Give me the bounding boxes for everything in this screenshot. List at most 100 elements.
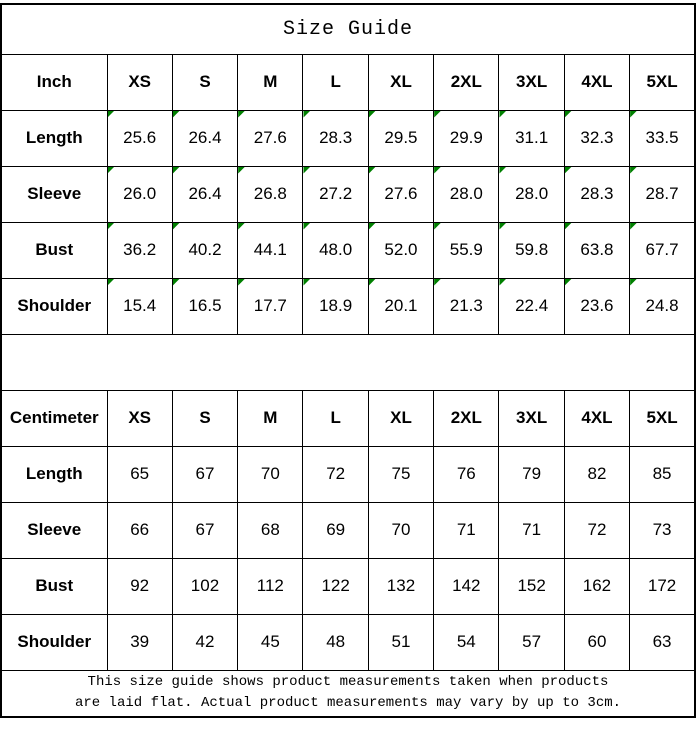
text-number-marker-icon	[565, 111, 572, 118]
size-header-xs: XS	[106, 389, 173, 447]
size-header-l: L	[302, 389, 369, 447]
text-number-marker-icon	[434, 223, 442, 230]
size-header-2xl: 2XL	[433, 53, 500, 111]
cell-value: 24.8	[645, 296, 679, 315]
cell-value: 23.6	[580, 296, 614, 315]
measurement-cell: 162	[563, 557, 631, 615]
footer-note: This size guide shows product measuremen…	[0, 669, 696, 718]
text-number-marker-icon	[630, 279, 638, 286]
size-header-3xl: 3XL	[498, 53, 565, 111]
measurement-cell: 172	[629, 557, 696, 615]
measurement-cell: 92	[106, 557, 173, 615]
row-label-length: Length	[0, 109, 108, 167]
measurement-cell: 29.5	[367, 109, 435, 167]
text-number-marker-icon	[108, 223, 115, 230]
measurement-cell: 45	[237, 613, 304, 671]
cell-value: 55.9	[449, 240, 483, 259]
text-number-marker-icon	[499, 279, 507, 286]
text-number-marker-icon	[369, 279, 376, 286]
measurement-cell: 70	[367, 501, 435, 559]
footer-row: This size guide shows product measuremen…	[0, 669, 696, 718]
cell-value: 27.2	[319, 184, 353, 203]
measurement-cell: 26.4	[171, 165, 239, 223]
cell-value: 36.2	[123, 240, 157, 259]
inch-sleeve-row: Sleeve 26.0 26.4 26.8 27.2 27.6 28.0 28.…	[0, 165, 696, 223]
measurement-cell: 67	[171, 445, 239, 503]
measurement-cell: 51	[367, 613, 435, 671]
spacer-row	[0, 333, 696, 391]
measurement-cell: 40.2	[171, 221, 239, 279]
measurement-cell: 82	[563, 445, 631, 503]
text-number-marker-icon	[303, 111, 311, 118]
cell-value: 59.8	[515, 240, 549, 259]
measurement-cell: 48.0	[302, 221, 369, 279]
size-header-4xl: 4XL	[563, 53, 631, 111]
measurement-cell: 48	[302, 613, 369, 671]
cell-value: 26.4	[188, 128, 222, 147]
measurement-cell: 23.6	[563, 277, 631, 335]
size-header-s: S	[171, 389, 239, 447]
size-header-m: M	[237, 389, 304, 447]
measurement-cell: 79	[498, 445, 565, 503]
centimeter-header-row: Centimeter XS S M L XL 2XL 3XL 4XL 5XL	[0, 389, 696, 447]
cell-value: 32.3	[580, 128, 614, 147]
text-number-marker-icon	[630, 111, 638, 118]
text-number-marker-icon	[369, 223, 376, 230]
text-number-marker-icon	[173, 223, 180, 230]
cell-value: 26.4	[188, 184, 222, 203]
cell-value: 44.1	[253, 240, 287, 259]
cell-value: 18.9	[319, 296, 353, 315]
row-label-shoulder: Shoulder	[0, 277, 108, 335]
cell-value: 28.7	[645, 184, 679, 203]
cell-value: 15.4	[123, 296, 157, 315]
cell-value: 40.2	[188, 240, 222, 259]
measurement-cell: 132	[367, 557, 435, 615]
size-header-5xl: 5XL	[629, 389, 696, 447]
measurement-cell: 68	[237, 501, 304, 559]
measurement-cell: 57	[498, 613, 565, 671]
row-label-sleeve: Sleeve	[0, 501, 108, 559]
spacer-cell	[0, 333, 696, 391]
measurement-cell: 17.7	[237, 277, 304, 335]
measurement-cell: 71	[498, 501, 565, 559]
measurement-cell: 28.3	[563, 165, 631, 223]
size-header-5xl: 5XL	[629, 53, 696, 111]
centimeter-sleeve-row: Sleeve 66 67 68 69 70 71 71 72 73	[0, 501, 696, 559]
inch-length-row: Length 25.6 26.4 27.6 28.3 29.5 29.9 31.…	[0, 109, 696, 167]
measurement-cell: 75	[367, 445, 435, 503]
cell-value: 17.7	[253, 296, 287, 315]
cell-value: 52.0	[384, 240, 418, 259]
size-header-xs: XS	[106, 53, 173, 111]
title-row: Size Guide	[0, 3, 696, 55]
measurement-cell: 32.3	[563, 109, 631, 167]
size-header-3xl: 3XL	[498, 389, 565, 447]
measurement-cell: 52.0	[367, 221, 435, 279]
measurement-cell: 44.1	[237, 221, 304, 279]
measurement-cell: 27.6	[367, 165, 435, 223]
measurement-cell: 76	[433, 445, 500, 503]
measurement-cell: 29.9	[433, 109, 500, 167]
footer-note-line2: are laid flat. Actual product measuremen…	[74, 695, 622, 712]
size-header-l: L	[302, 53, 369, 111]
measurement-cell: 36.2	[106, 221, 173, 279]
measurement-cell: 15.4	[106, 277, 173, 335]
text-number-marker-icon	[303, 223, 311, 230]
measurement-cell: 65	[106, 445, 173, 503]
measurement-cell: 22.4	[498, 277, 565, 335]
measurement-cell: 152	[498, 557, 565, 615]
inch-header-row: Inch XS S M L XL 2XL 3XL 4XL 5XL	[0, 53, 696, 111]
row-label-bust: Bust	[0, 221, 108, 279]
text-number-marker-icon	[108, 279, 115, 286]
size-guide-table: Size Guide Inch XS S M L XL 2XL 3XL 4XL …	[0, 3, 696, 718]
text-number-marker-icon	[499, 111, 507, 118]
cell-value: 63.8	[580, 240, 614, 259]
text-number-marker-icon	[434, 111, 442, 118]
text-number-marker-icon	[238, 223, 246, 230]
text-number-marker-icon	[369, 167, 376, 174]
size-header-4xl: 4XL	[563, 389, 631, 447]
size-header-2xl: 2XL	[433, 389, 500, 447]
text-number-marker-icon	[369, 111, 376, 118]
size-header-s: S	[171, 53, 239, 111]
cell-value: 48.0	[319, 240, 353, 259]
text-number-marker-icon	[565, 167, 572, 174]
